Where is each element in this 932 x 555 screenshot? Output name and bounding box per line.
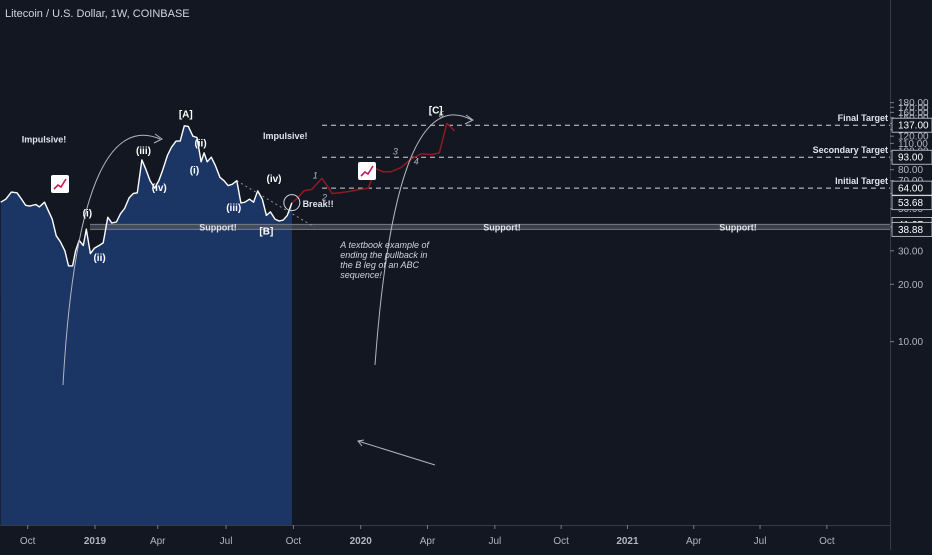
y-tick-label: 180.00 (898, 98, 929, 109)
wave-label: [A] (179, 110, 193, 121)
annotation-label: Impulsive! (22, 135, 67, 145)
wave-label: (iv) (152, 183, 167, 194)
price-tag (891, 195, 932, 211)
target-level-label: Final Target (838, 113, 888, 123)
support-label: Support! (719, 222, 757, 232)
wave-label: (ii) (93, 253, 105, 264)
x-tick-label: Apr (150, 536, 166, 547)
wave-label: 2 (321, 193, 327, 203)
x-tick-label: Oct (20, 536, 36, 547)
chart-increasing-icon-line (53, 178, 67, 190)
y-tick-label: 20.00 (898, 280, 923, 291)
projection-line (291, 122, 456, 204)
price-tag-label: 137.00 (898, 121, 929, 132)
break-circle (283, 194, 301, 212)
chart-increasing-icon (358, 162, 376, 180)
wave-label: (iii) (226, 203, 241, 214)
price-tag (891, 117, 932, 133)
x-tick-label: Jul (488, 536, 501, 547)
y-tick-label: 110.00 (898, 139, 928, 150)
x-tick-label: 2020 (350, 536, 373, 547)
support-label: Support! (483, 222, 521, 232)
wave-label: (iii) (136, 146, 151, 157)
x-tick-label: Apr (686, 536, 702, 547)
wave-label: [B] (259, 227, 273, 238)
y-tick-label: 120.00 (898, 132, 929, 143)
chart-increasing-icon (51, 175, 69, 193)
arrow-head (153, 133, 163, 144)
price-tag-label: 53.68 (898, 198, 923, 209)
wave-label: 4 (414, 157, 419, 167)
price-tag-label: 93.00 (898, 153, 923, 164)
x-tick-label: Jul (754, 536, 767, 547)
arrow-head (464, 114, 474, 125)
chart-increasing-icon-line (360, 165, 374, 177)
price-tag (891, 180, 932, 196)
wave-label: (i) (190, 165, 199, 176)
wave-label: 3 (393, 147, 398, 157)
y-tick-label: 10.00 (898, 337, 923, 348)
x-tick-label: Jul (220, 536, 233, 547)
x-tick-label: Oct (286, 536, 302, 547)
curved-arrow (374, 114, 473, 366)
wave-label: (i) (83, 208, 92, 219)
annotation-label: Break!! (303, 199, 334, 209)
wave-label: 5 (439, 110, 445, 120)
y-tick-label: 80.00 (898, 165, 923, 176)
support-zone (90, 224, 890, 230)
x-tick-label: 2019 (84, 536, 107, 547)
x-tick-label: Oct (553, 536, 569, 547)
price-tag-label: 38.88 (898, 225, 923, 236)
target-level-label: Secondary Target (813, 145, 888, 155)
wave-label: 1 (313, 170, 318, 180)
y-tick-label: 170.00 (898, 103, 929, 114)
price-tag (891, 149, 932, 165)
y-tick-label: 160.00 (898, 108, 929, 119)
pointer-arrow (357, 440, 436, 466)
price-line (0, 125, 293, 267)
wave-label: (iv) (267, 174, 282, 185)
price-tag-label: 64.00 (898, 184, 923, 195)
arrow-head (357, 439, 365, 447)
price-tag (891, 221, 932, 237)
x-tick-label: Oct (819, 536, 835, 547)
annotation-label: Impulsive! (263, 131, 308, 141)
x-tick-label: 2021 (616, 536, 639, 547)
curved-arrow (62, 134, 161, 386)
trendline (236, 180, 315, 228)
chart-title: Litecoin / U.S. Dollar, 1W, COINBASE (5, 8, 190, 20)
target-level-label: Initial Target (835, 176, 888, 186)
wave-label: [C] (429, 105, 443, 116)
wave-label: (ii) (194, 138, 206, 149)
support-label: Support! (199, 222, 237, 232)
y-tick-label: 30.00 (898, 246, 923, 257)
annotation-text: A textbook example of ending the pullback… (339, 240, 430, 280)
x-tick-label: Apr (420, 536, 436, 547)
